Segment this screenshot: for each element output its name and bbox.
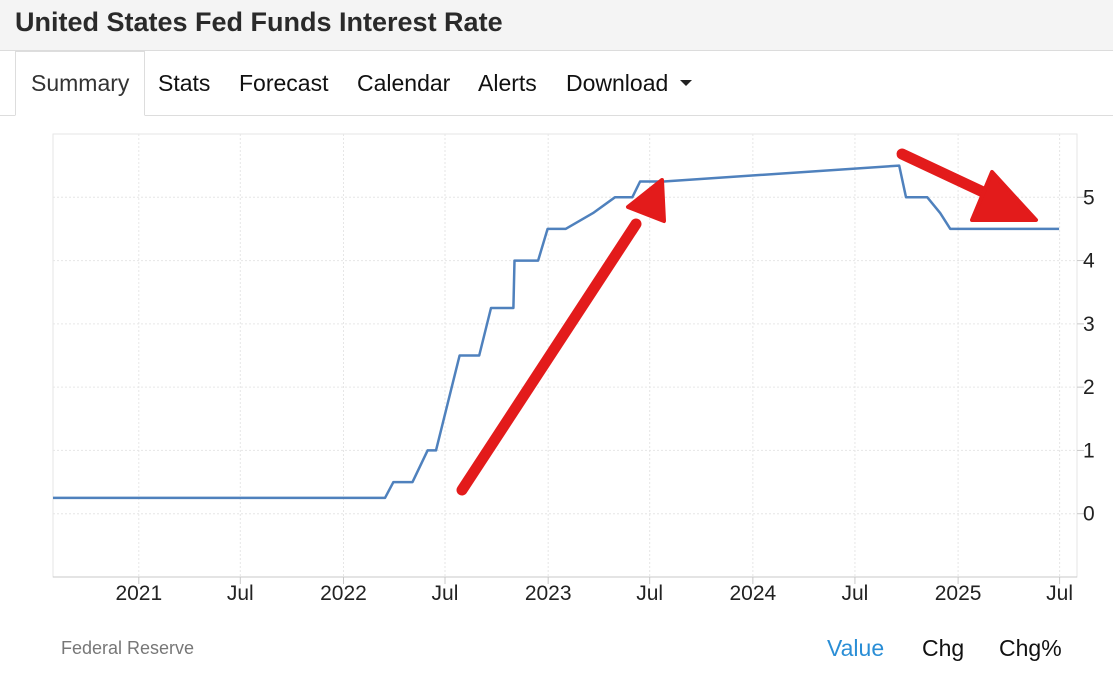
y-axis: 0 1 2 3 4 5	[1077, 186, 1095, 526]
chevron-down-icon	[680, 79, 693, 86]
y-tick-label: 0	[1083, 503, 1095, 526]
tab-download-label: Download	[566, 70, 669, 96]
red-arrow-up-head	[626, 178, 666, 223]
view-mode-chg-percent[interactable]: Chg%	[999, 635, 1062, 661]
x-tick-label: Jul	[636, 582, 663, 605]
tab-stats-label: Stats	[158, 70, 211, 96]
red-arrow-down-right-head	[970, 170, 1038, 222]
plot-area	[52, 133, 1078, 578]
series-line	[53, 164, 1060, 500]
page-title: United States Fed Funds Interest Rate	[15, 7, 503, 37]
red-arrow-up-shaft	[456, 218, 642, 496]
tab-bar: Summary Stats Forecast Calendar Alerts D…	[0, 51, 1113, 116]
y-tick-label: 1	[1083, 439, 1095, 462]
tab-calendar[interactable]: Calendar	[357, 51, 450, 115]
x-tick-label: Jul	[432, 582, 459, 605]
tab-forecast[interactable]: Forecast	[239, 51, 328, 115]
view-mode-value[interactable]: Value	[827, 635, 885, 661]
annotations	[456, 148, 1038, 496]
tab-summary-label: Summary	[31, 70, 130, 96]
view-mode-chg[interactable]: Chg	[922, 635, 965, 661]
y-tick-label: 4	[1083, 250, 1095, 273]
x-tick-label: Jul	[1046, 582, 1073, 605]
tab-download[interactable]: Download	[566, 51, 693, 115]
title-bar: United States Fed Funds Interest Rate	[0, 0, 1113, 51]
x-tick-label: 2025	[935, 582, 982, 605]
x-axis: 2021 Jul 2022 Jul 2023 Jul 2024 Jul 2025 Jul	[115, 577, 1073, 605]
rate-chart: 0 1 2 3 4 5 2021 Jul 2022 Jul 2023 Jul 2024 Jul 2025 J…	[52, 133, 1095, 605]
y-tick-label: 5	[1083, 186, 1095, 209]
x-tick-label: Jul	[227, 582, 254, 605]
x-tick-label: 2021	[115, 582, 162, 605]
tab-alerts-label: Alerts	[478, 70, 537, 96]
source-label: Federal Reserve	[61, 638, 195, 658]
x-tick-label: 2022	[320, 582, 367, 605]
tab-stats[interactable]: Stats	[158, 51, 210, 115]
tab-alerts[interactable]: Alerts	[478, 51, 537, 115]
x-tick-label: Jul	[841, 582, 868, 605]
tab-summary[interactable]: Summary	[15, 51, 146, 116]
x-tick-label: 2024	[730, 582, 777, 605]
y-tick-label: 2	[1083, 376, 1095, 399]
y-tick-label: 3	[1083, 313, 1095, 336]
x-tick-label: 2023	[525, 582, 572, 605]
tab-forecast-label: Forecast	[239, 70, 329, 96]
tab-calendar-label: Calendar	[357, 70, 451, 96]
